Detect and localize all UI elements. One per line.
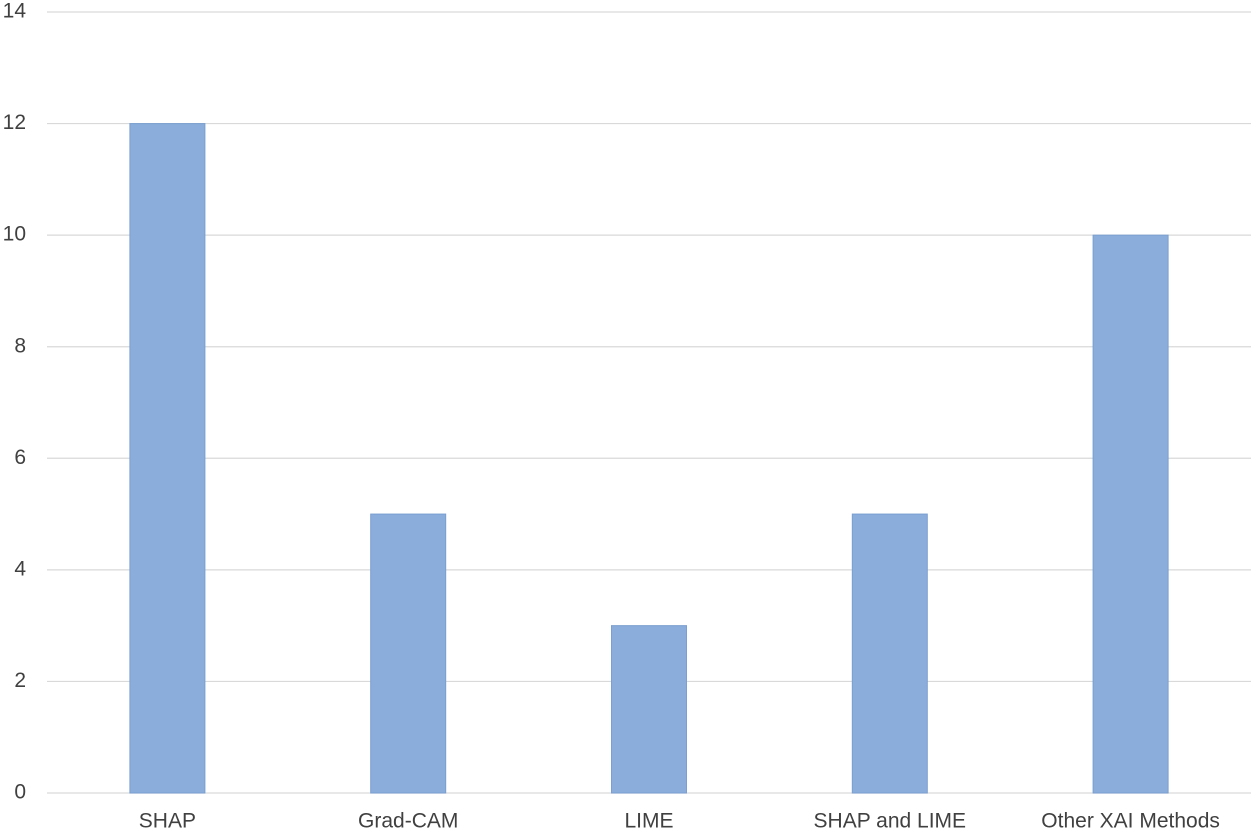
y-tick-label: 2 — [14, 669, 26, 692]
y-tick-label: 0 — [14, 781, 26, 804]
x-tick-label: SHAP and LIME — [814, 810, 967, 832]
x-tick-label: Other XAI Methods — [1041, 810, 1220, 832]
y-tick-label: 4 — [14, 557, 26, 580]
y-tick-label: 12 — [3, 111, 26, 134]
y-tick-label: 14 — [3, 0, 27, 23]
bar — [851, 513, 928, 794]
x-tick-label: Grad-CAM — [358, 810, 458, 832]
bar — [129, 123, 206, 794]
bar — [611, 625, 687, 794]
bar — [370, 513, 447, 794]
x-tick-label: LIME — [624, 810, 673, 832]
y-tick-label: 10 — [3, 223, 26, 246]
x-tick-label: SHAP — [139, 810, 196, 832]
y-tick-label: 6 — [14, 446, 26, 469]
bar — [1092, 234, 1169, 794]
y-tick-label: 8 — [14, 334, 26, 357]
